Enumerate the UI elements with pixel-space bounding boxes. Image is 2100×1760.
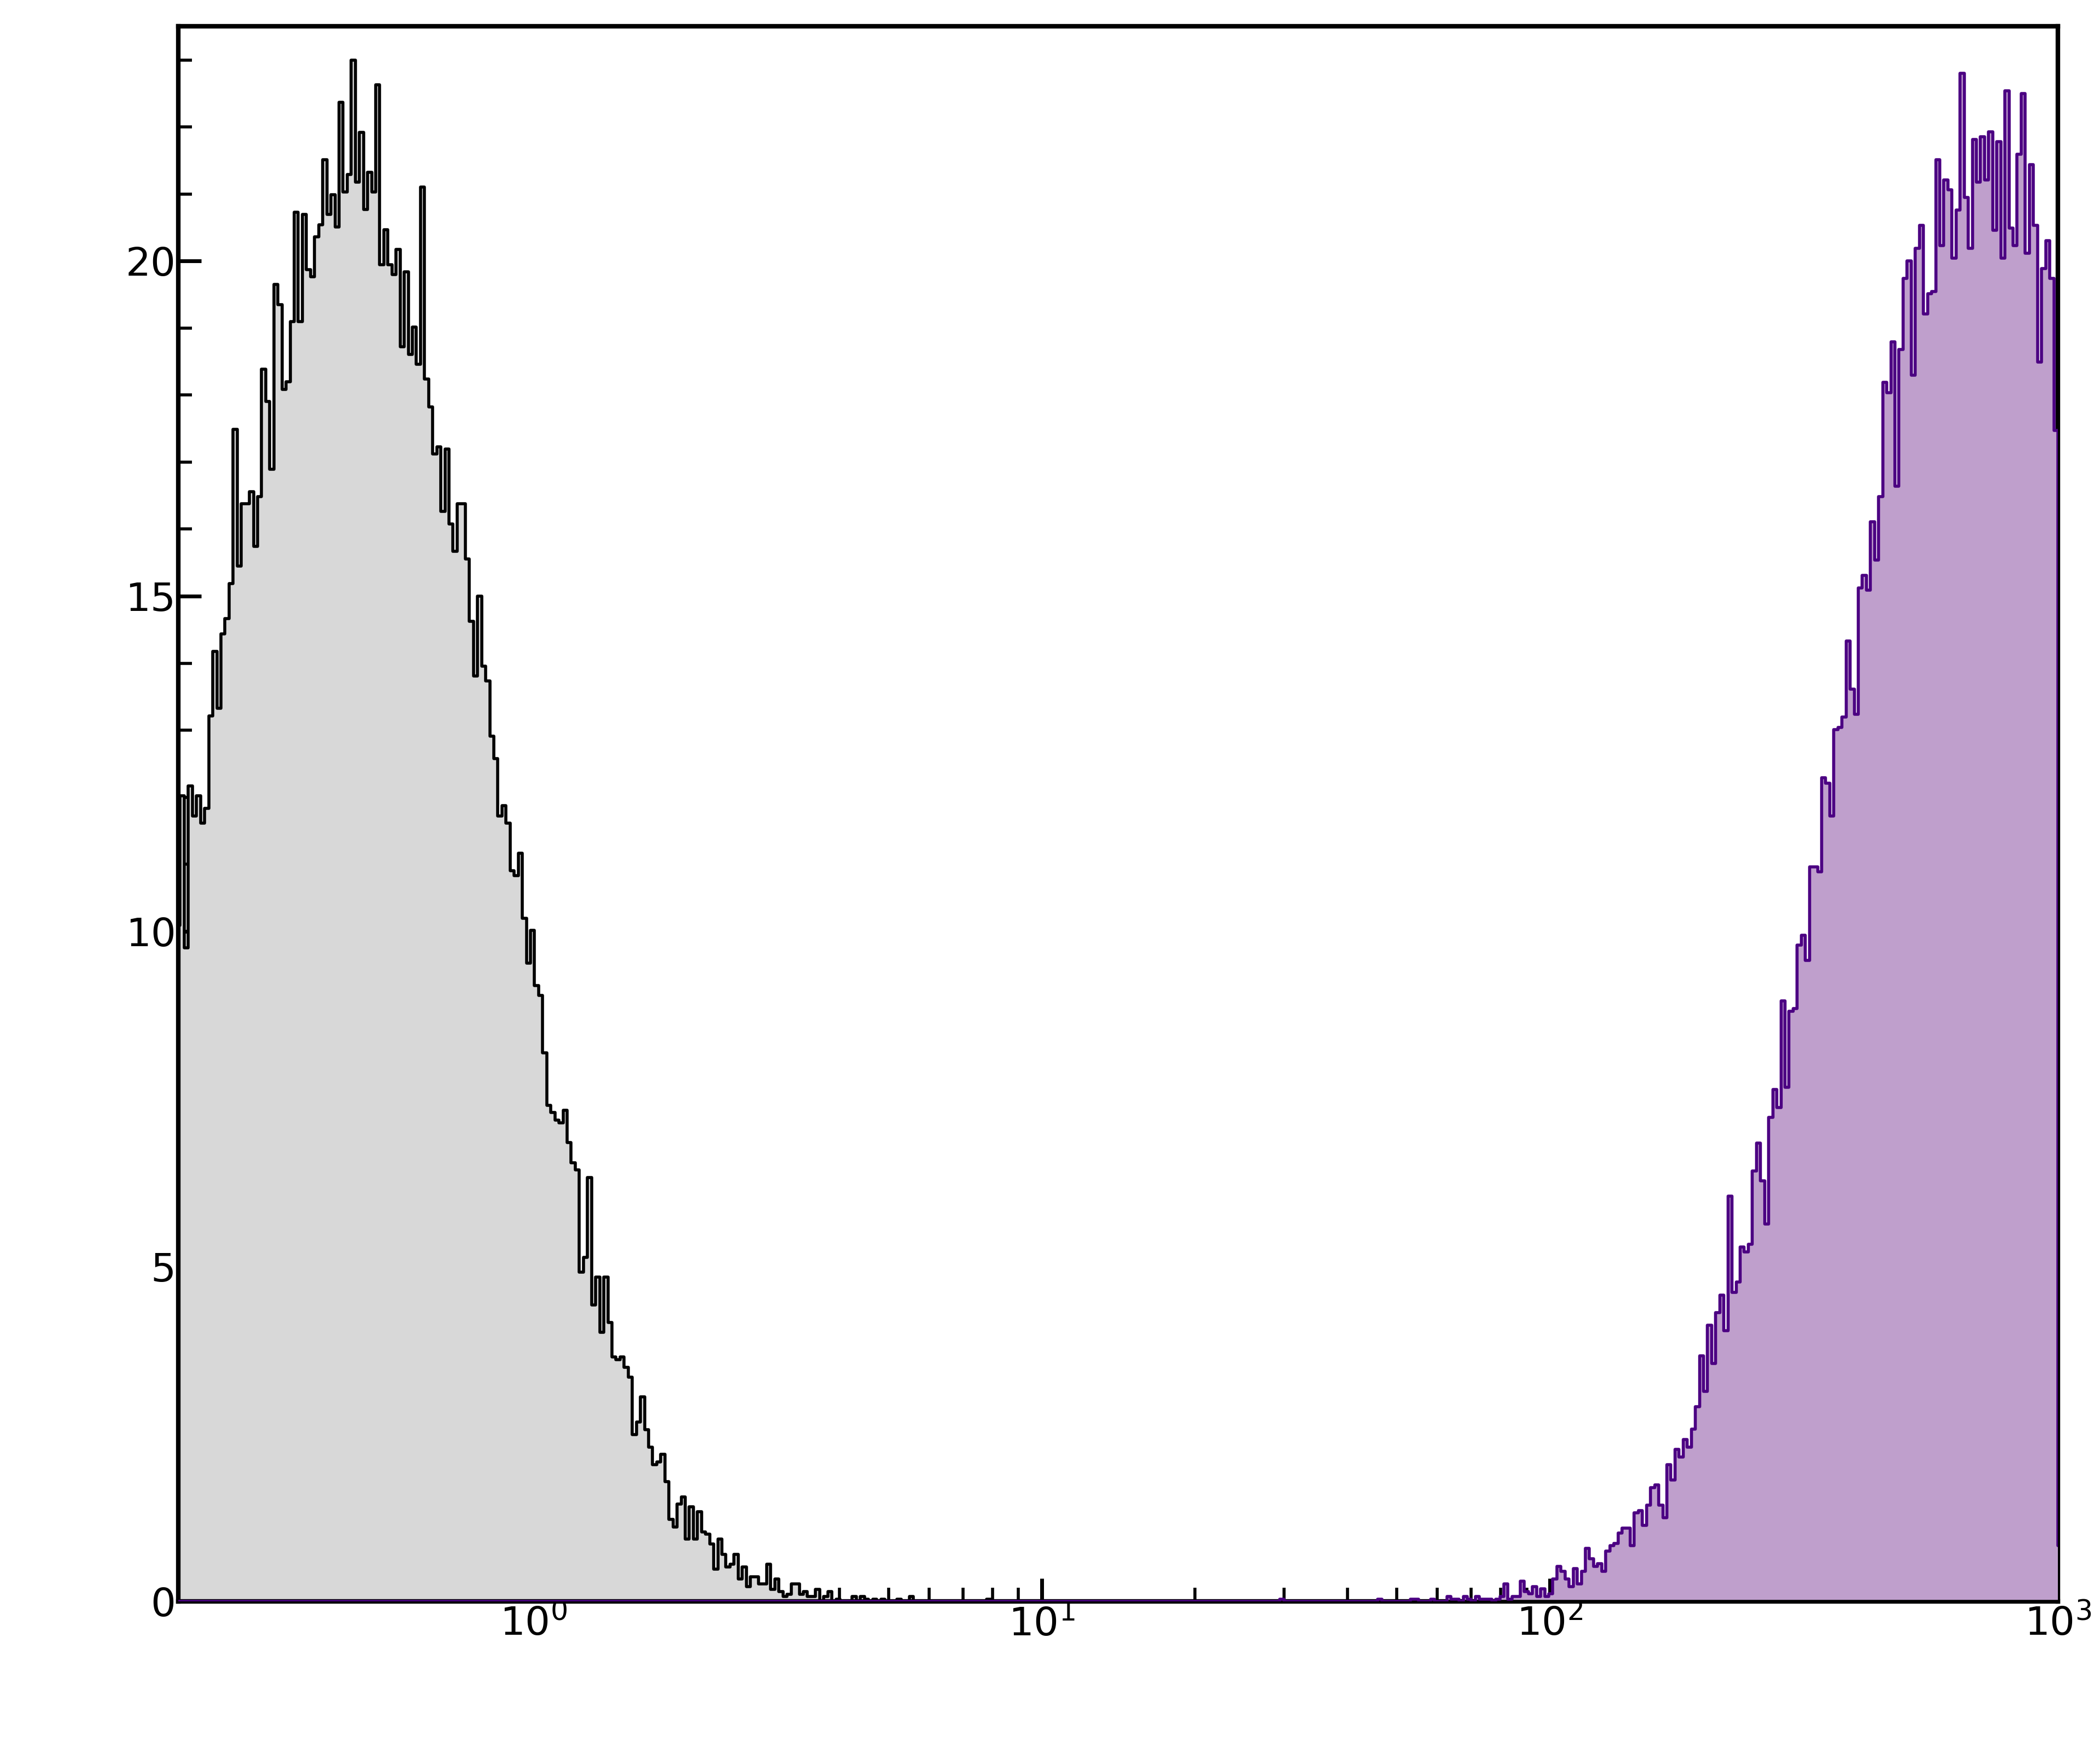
Polygon shape xyxy=(116,74,2100,1602)
Polygon shape xyxy=(116,60,2100,1602)
